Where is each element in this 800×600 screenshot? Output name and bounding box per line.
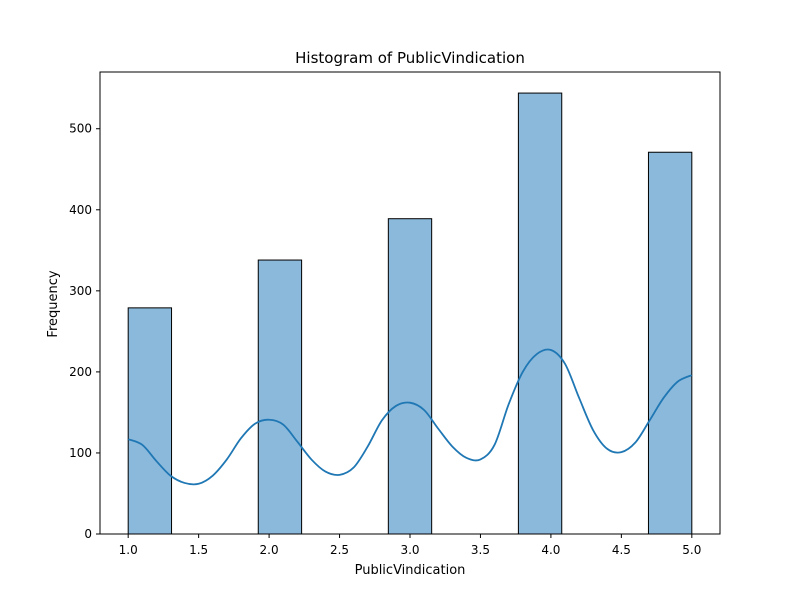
x-tick-label: 1.5: [189, 543, 208, 557]
x-tick-label: 2.5: [330, 543, 349, 557]
y-tick-label: 100: [69, 446, 92, 460]
histogram-bar-3: [387, 218, 433, 535]
y-tick-label: 200: [69, 365, 92, 379]
x-tick-label: 4.5: [612, 543, 631, 557]
chart-title: Histogram of PublicVindication: [295, 49, 525, 67]
x-tick-label: 4.0: [541, 543, 560, 557]
histogram-bar-1: [127, 307, 173, 535]
histogram-bar-4: [517, 92, 563, 535]
x-tick-label: 5.0: [682, 543, 701, 557]
plot-frame: [99, 71, 721, 535]
y-tick-label: 400: [69, 203, 92, 217]
histogram-bar-2: [257, 259, 303, 535]
y-tick-label: 0: [84, 527, 92, 541]
kde-curve: [127, 348, 693, 486]
x-axis-label: PublicVindication: [355, 563, 466, 578]
y-tick-label: 500: [69, 122, 92, 136]
x-tick-label: 3.0: [400, 543, 419, 557]
bars-group: [127, 92, 693, 535]
y-tick-label: 300: [69, 284, 92, 298]
x-tick-label: 1.0: [119, 543, 138, 557]
y-axis-ticks: 0 100 200 300 400 500: [69, 122, 100, 541]
x-tick-label: 2.0: [260, 543, 279, 557]
y-axis-label: Frequency: [46, 270, 61, 337]
x-axis-ticks: 1.0 1.5 2.0 2.5 3.0 3.5 4.0 4.5 5.0: [119, 534, 701, 557]
histogram-bar-5: [647, 151, 693, 535]
x-tick-label: 3.5: [471, 543, 490, 557]
